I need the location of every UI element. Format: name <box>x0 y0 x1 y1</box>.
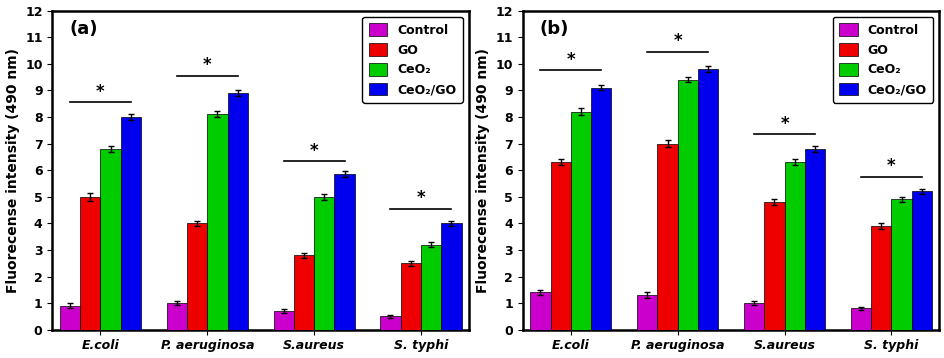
Text: *: * <box>416 189 425 207</box>
Bar <box>80 197 100 330</box>
Bar <box>228 93 247 330</box>
Bar <box>313 197 334 330</box>
Bar <box>890 199 911 330</box>
Bar <box>677 80 698 330</box>
Bar <box>273 311 294 330</box>
Bar <box>530 292 550 330</box>
Bar <box>764 202 784 330</box>
Bar <box>850 309 870 330</box>
Bar <box>804 149 824 330</box>
Text: *: * <box>203 57 211 74</box>
Bar <box>207 114 228 330</box>
Bar <box>187 223 207 330</box>
Y-axis label: Fluorecense intensity (490 nm): Fluorecense intensity (490 nm) <box>476 48 489 292</box>
Text: *: * <box>886 158 895 175</box>
Bar <box>100 149 121 330</box>
Bar <box>420 245 441 330</box>
Bar <box>591 88 611 330</box>
Bar <box>294 255 313 330</box>
Legend: Control, GO, CeO₂, CeO₂/GO: Control, GO, CeO₂, CeO₂/GO <box>832 17 933 102</box>
Bar <box>166 303 187 330</box>
Bar <box>121 117 141 330</box>
Bar <box>550 162 570 330</box>
Text: *: * <box>780 115 788 133</box>
Text: *: * <box>310 141 318 160</box>
Bar <box>784 162 804 330</box>
Text: (b): (b) <box>539 20 568 38</box>
Bar <box>870 226 890 330</box>
Text: *: * <box>96 83 105 101</box>
Bar <box>698 69 717 330</box>
Bar <box>441 223 461 330</box>
Bar <box>657 144 677 330</box>
Bar <box>911 192 931 330</box>
Bar <box>59 306 80 330</box>
Text: (a): (a) <box>69 20 97 38</box>
Text: *: * <box>673 33 682 50</box>
Y-axis label: Fluorecense intensity (490 nm): Fluorecense intensity (490 nm) <box>6 48 20 292</box>
Bar <box>570 112 591 330</box>
Text: *: * <box>565 51 575 69</box>
Bar <box>334 174 354 330</box>
Bar <box>379 316 400 330</box>
Bar <box>743 303 764 330</box>
Bar <box>636 295 657 330</box>
Bar <box>400 263 420 330</box>
Legend: Control, GO, CeO₂, CeO₂/GO: Control, GO, CeO₂, CeO₂/GO <box>362 17 463 102</box>
